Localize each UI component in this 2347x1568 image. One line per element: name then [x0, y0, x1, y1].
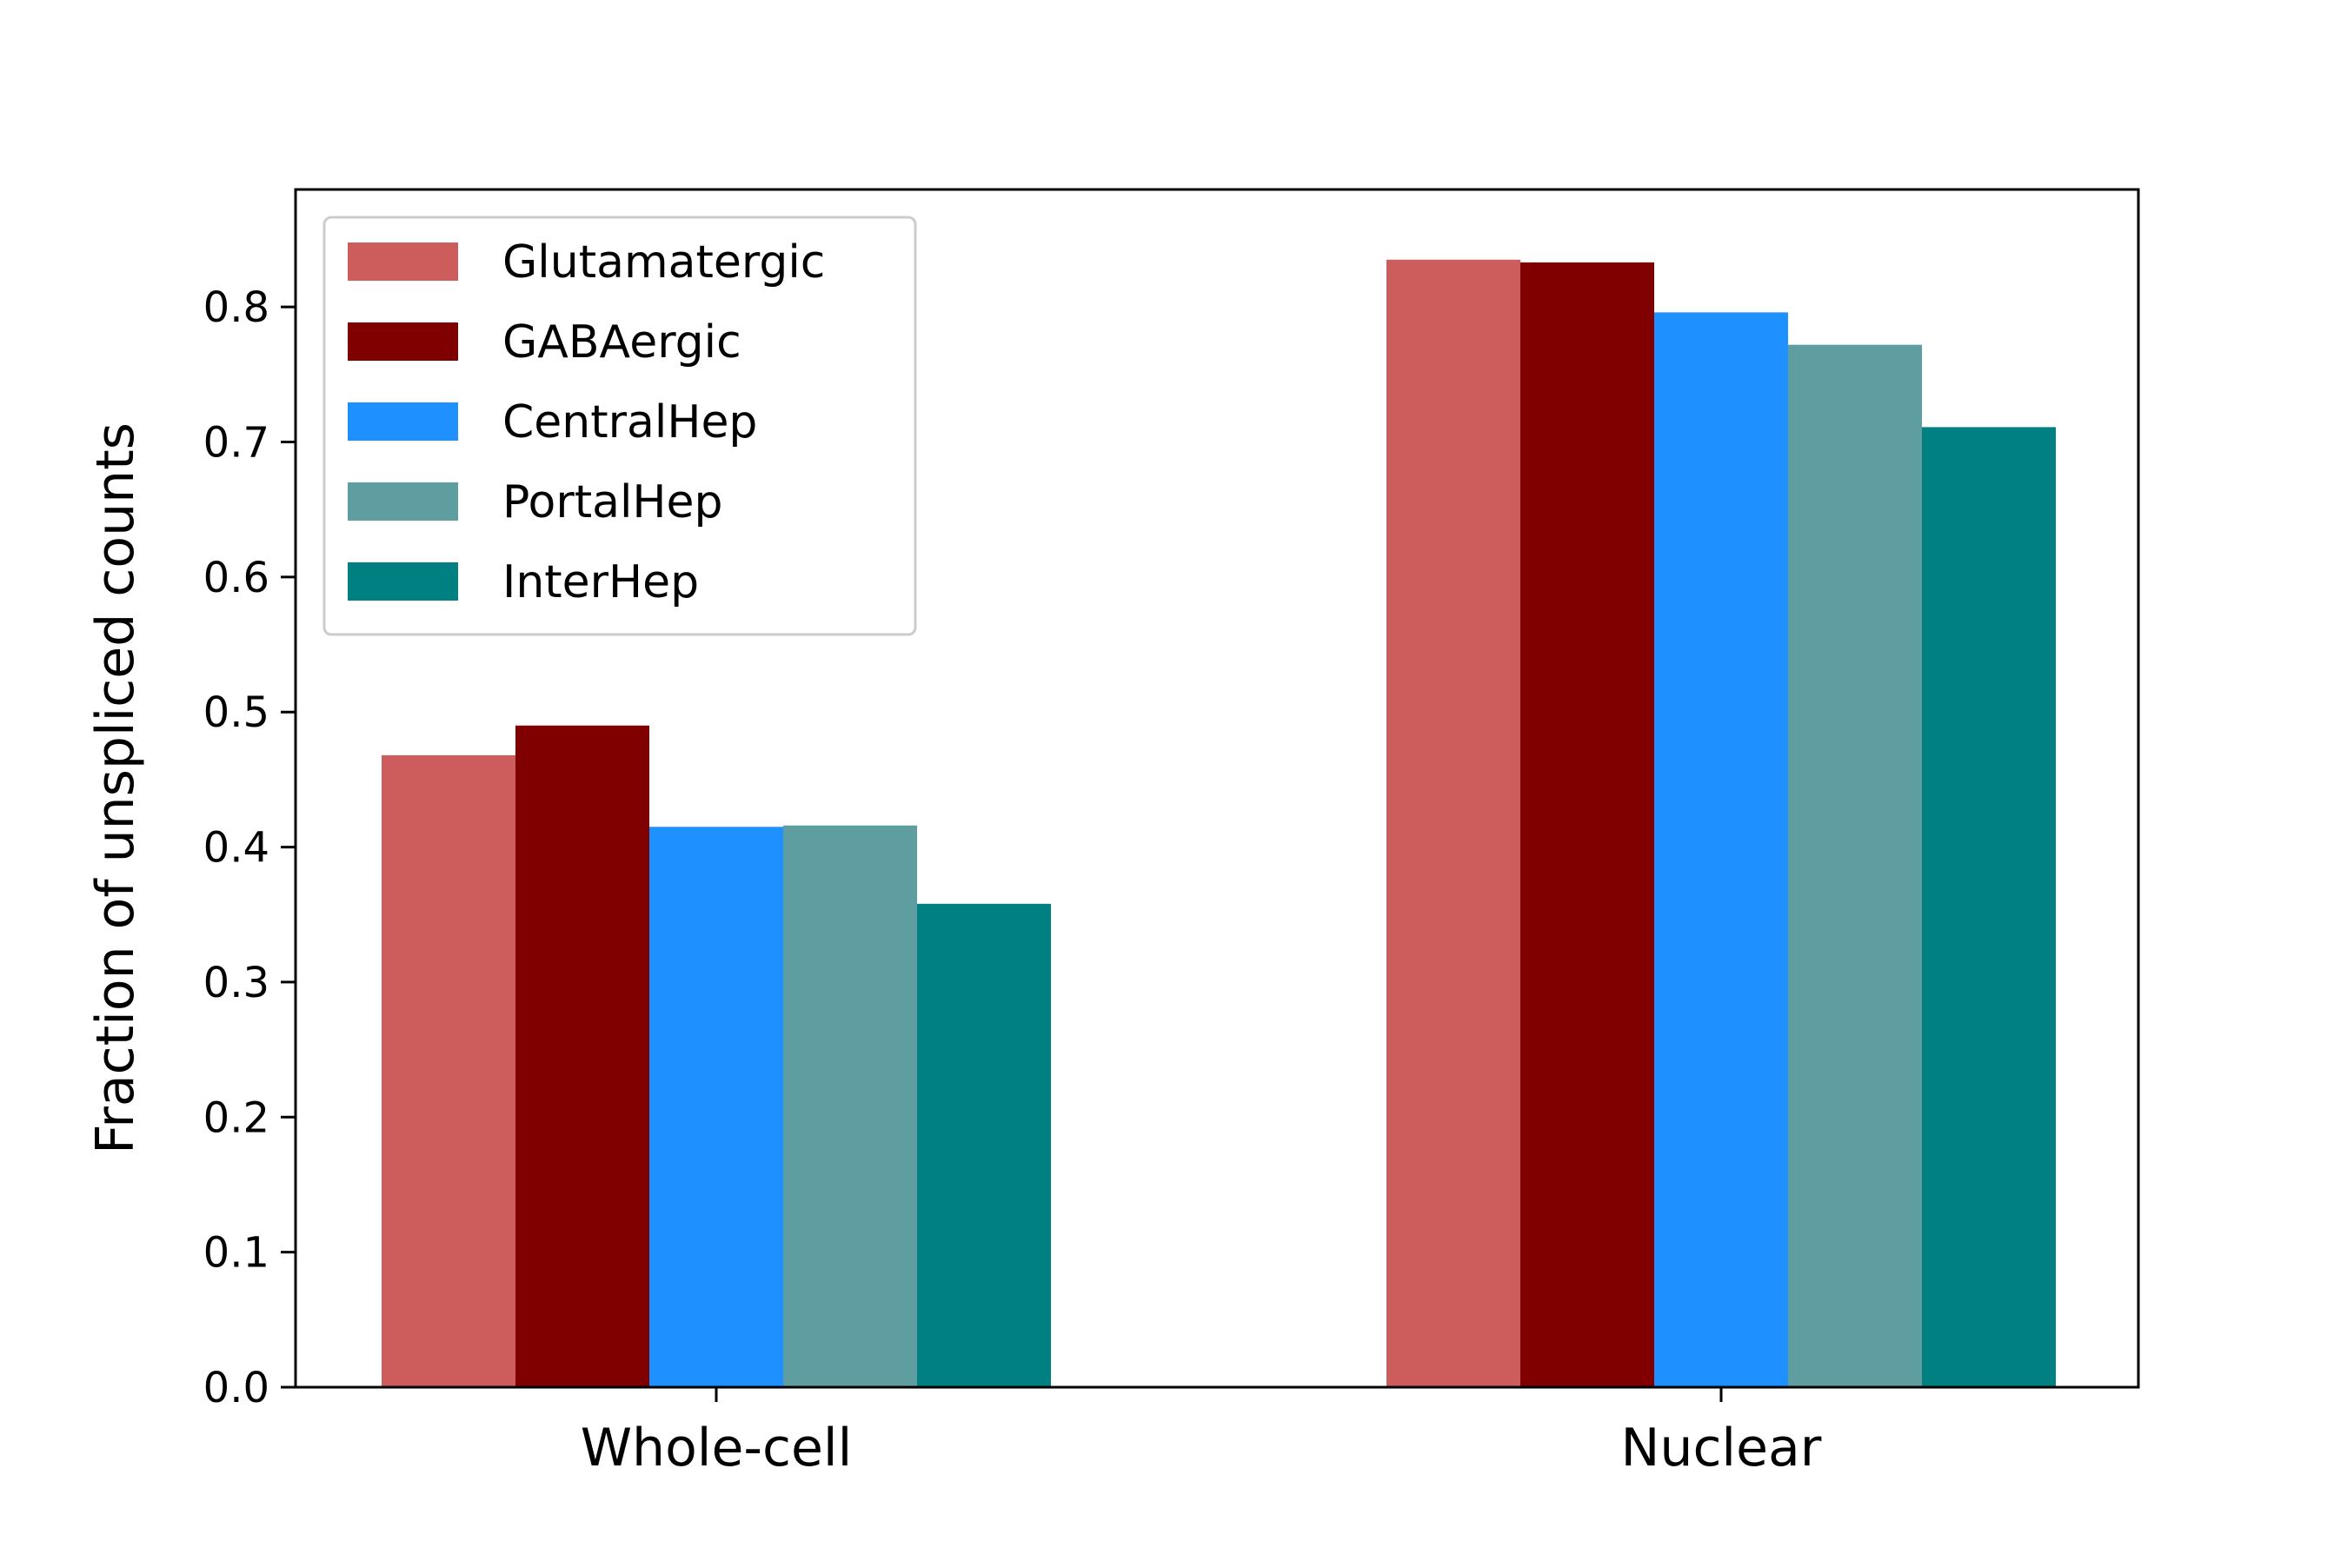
- y-axis-label: Fraction of unspliced counts: [85, 422, 146, 1154]
- legend-label-interhep: InterHep: [502, 556, 699, 608]
- x-tick-label: Nuclear: [1621, 1418, 1822, 1478]
- y-tick-label: 0.1: [203, 1229, 269, 1278]
- plot-frame: [294, 188, 2140, 1389]
- bar-glutamatergic-nuclear: [1386, 259, 1520, 1387]
- bar-portalhep-whole-cell: [783, 825, 917, 1387]
- bar-gabaergic-nuclear: [1520, 262, 1654, 1387]
- y-tick-label: 0.6: [203, 554, 269, 602]
- bar-portalhep-nuclear: [1788, 344, 1922, 1387]
- bar-centralhep-whole-cell: [649, 827, 783, 1387]
- x-tick-label: Whole-cell: [581, 1418, 853, 1478]
- y-tick-label: 0.5: [203, 688, 269, 737]
- legend-label-portalhep: PortalHep: [502, 476, 723, 528]
- y-axis: 0.0 0.1 0.2 0.3 0.4 0.5 0.6 0.7 0.8: [203, 283, 296, 1412]
- legend-swatch-interhep: [348, 562, 458, 601]
- legend-swatch-centralhep: [348, 402, 458, 441]
- legend-label-gabaergic: GABAergic: [502, 316, 741, 369]
- y-tick-label: 0.7: [203, 419, 269, 468]
- bar-interhep-whole-cell: [917, 903, 1051, 1387]
- x-axis: Whole-cell Nuclear: [581, 1387, 1822, 1478]
- y-tick-label: 0.2: [203, 1093, 269, 1142]
- bar-interhep-nuclear: [1922, 427, 2056, 1387]
- y-tick-label: 0.4: [203, 824, 269, 873]
- legend-swatch-glutamatergic: [348, 243, 458, 281]
- bar-gabaergic-whole-cell: [515, 725, 649, 1387]
- legend-swatch-portalhep: [348, 482, 458, 521]
- y-tick-label: 0.3: [203, 959, 269, 1007]
- legend: Glutamatergic GABAergic CentralHep PortalHe…: [322, 216, 917, 636]
- y-tick-label: 0.0: [203, 1364, 269, 1412]
- legend-swatch-gabaergic: [348, 322, 458, 361]
- bars: [382, 259, 2056, 1387]
- legend-label-centralhep: CentralHep: [502, 396, 757, 448]
- y-tick-label: 0.8: [203, 283, 269, 332]
- bar-centralhep-nuclear: [1654, 312, 1788, 1387]
- legend-box: [322, 216, 917, 636]
- legend-label-glutamatergic: Glutamatergic: [502, 236, 825, 289]
- bar-glutamatergic-whole-cell: [382, 754, 515, 1387]
